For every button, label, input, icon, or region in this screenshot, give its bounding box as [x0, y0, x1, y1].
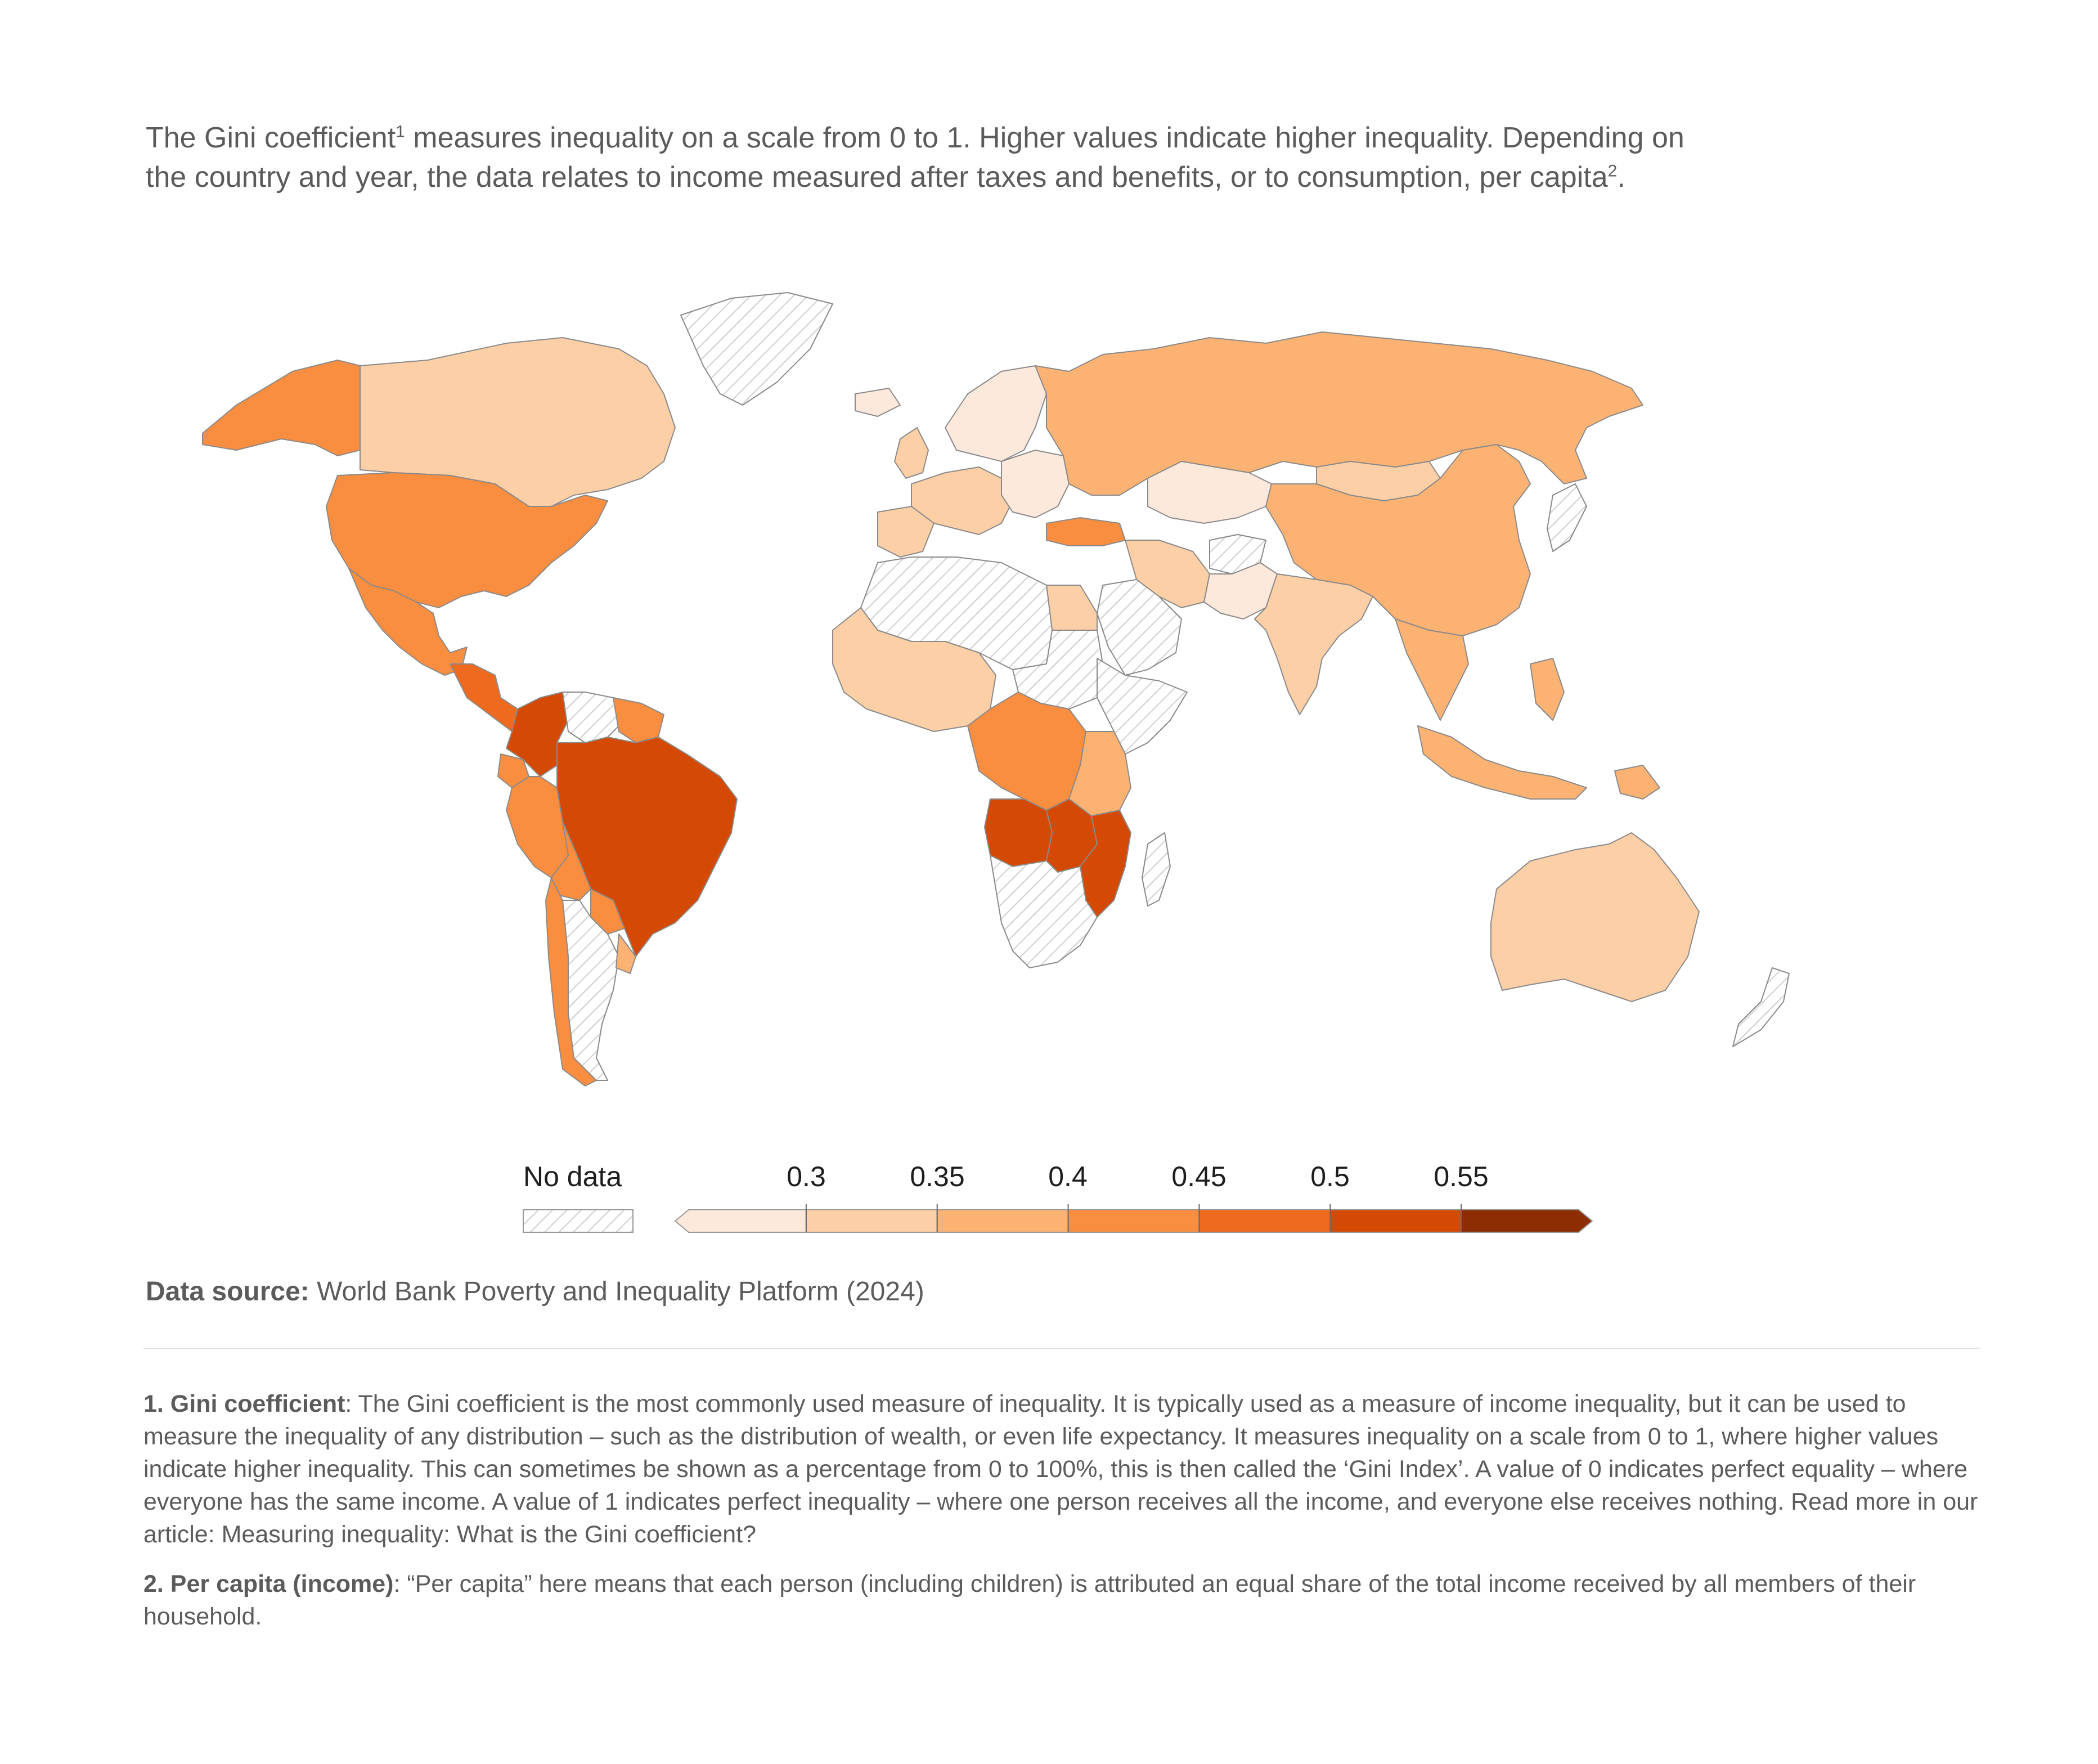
country-scandinavia[interactable]: Scandinavia — [945, 365, 1047, 462]
country-iberia[interactable]: Iberia — [877, 506, 935, 558]
country-japan[interactable]: Japan — [1547, 483, 1587, 552]
data-source-label: Data source: — [146, 1277, 309, 1307]
country-uruguay[interactable]: Uruguay — [616, 933, 636, 974]
legend-bin-1[interactable] — [805, 1209, 938, 1233]
divider — [143, 1348, 1980, 1349]
data-source-text[interactable]: World Bank Poverty and Inequality Platfo… — [309, 1277, 924, 1307]
footnote-ref-2[interactable]: 2 — [1607, 161, 1618, 181]
country-madagascar[interactable]: Madagascar — [1142, 832, 1171, 906]
legend-bin-5[interactable] — [1329, 1209, 1462, 1233]
data-source: Data source: World Bank Poverty and Ineq… — [146, 1276, 924, 1307]
legend-bin-6[interactable] — [1461, 1209, 1593, 1233]
footnote-1-title: 1. Gini coefficient — [143, 1390, 345, 1417]
country-new-zealand[interactable]: New Zealand — [1732, 967, 1790, 1047]
country-india[interactable]: India — [1254, 573, 1373, 715]
country-venezuela[interactable]: Venezuela — [562, 692, 625, 743]
country-australia[interactable]: Australia — [1490, 832, 1700, 1002]
country-bolivia[interactable]: Bolivia — [551, 821, 591, 901]
subtitle-text-2: measures inequality on a scale from 0 to… — [146, 122, 1684, 194]
country-mozambique[interactable]: Mozambique — [1080, 810, 1131, 918]
country-alaska[interactable]: Alaska — [202, 360, 361, 456]
country-eastern-europe[interactable]: Eastern Europe — [1001, 450, 1070, 518]
footnote-2-title: 2. Per capita (income) — [143, 1570, 394, 1597]
legend-bin-4[interactable] — [1198, 1209, 1331, 1233]
country-united-kingdom[interactable]: United Kingdom — [894, 427, 929, 479]
country-southeast-asia[interactable]: Southeast Asia — [1395, 618, 1469, 721]
subtitle-text-3: . — [1617, 161, 1625, 194]
country-argentina[interactable]: Argentina — [562, 900, 619, 1081]
country-papua-new-guinea[interactable]: Papua New Guinea — [1614, 765, 1660, 800]
country-angola[interactable]: Angola — [984, 798, 1053, 867]
country-indonesia[interactable]: Indonesia — [1417, 725, 1587, 800]
country-greenland[interactable]: Greenland — [680, 292, 833, 406]
country-iceland[interactable]: Iceland — [855, 388, 901, 417]
country-turkey[interactable]: Turkey — [1046, 517, 1126, 546]
map-subtitle: The Gini coefficient1 measures inequalit… — [146, 118, 1721, 197]
legend-bin-2[interactable] — [936, 1209, 1069, 1233]
country-southern-africa[interactable]: Southern Africa — [990, 855, 1098, 968]
country-guianas[interactable]: Guianas — [613, 697, 664, 743]
footnote-2-text: : “Per capita” here means that each pers… — [143, 1570, 1916, 1630]
subtitle-text-1: The Gini coefficient — [146, 122, 396, 154]
footnote-1: 1. Gini coefficient: The Gini coefficien… — [143, 1388, 1994, 1551]
country-saudi-arabia[interactable]: Saudi Arabia — [1097, 579, 1182, 676]
country-egypt[interactable]: Egypt — [1046, 585, 1098, 631]
legend-bin-3[interactable] — [1067, 1209, 1200, 1233]
country-russia[interactable]: Russia — [1035, 331, 1643, 496]
legend-bin-0[interactable] — [674, 1209, 807, 1233]
country-mexico[interactable]: Mexico — [348, 568, 468, 676]
country-philippines[interactable]: Philippines — [1530, 658, 1565, 721]
footnote-ref-1[interactable]: 1 — [396, 122, 405, 141]
legend-no-data-swatch[interactable] — [523, 1209, 634, 1233]
country-east-africa[interactable]: East Africa — [1068, 731, 1131, 816]
footnote-2: 2. Per capita (income): “Per capita” her… — [143, 1568, 1994, 1633]
country-horn-of-africa[interactable]: Horn of Africa — [1097, 658, 1188, 755]
country-paraguay[interactable]: Paraguay — [590, 888, 625, 935]
footnote-1-text: : The Gini coefficient is the most commo… — [143, 1390, 1978, 1548]
